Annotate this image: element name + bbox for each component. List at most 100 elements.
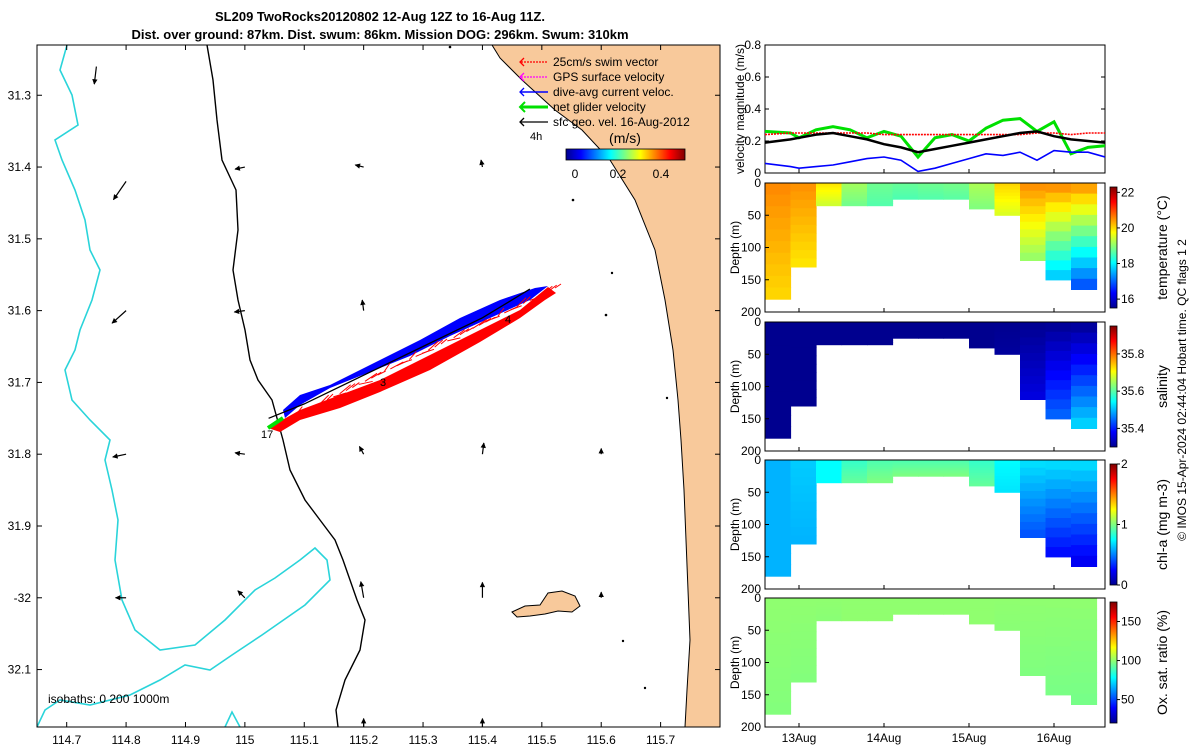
section-cell	[765, 391, 792, 404]
section-cell	[994, 344, 1021, 349]
section-cell	[1071, 661, 1098, 674]
section-cell	[1045, 527, 1072, 538]
arrow-head	[479, 159, 485, 166]
section-cell	[943, 192, 970, 195]
section-cell	[841, 473, 868, 477]
velocity-ylabel: velocity magnitude (m/s)	[733, 44, 747, 174]
sfc-velocity-arrow	[233, 308, 245, 315]
section-cell	[943, 464, 970, 467]
section-cell	[918, 192, 945, 195]
section-cell	[994, 601, 1021, 605]
section-cell	[892, 323, 919, 326]
section-cell	[1020, 636, 1047, 645]
section-cell	[1045, 399, 1072, 410]
section-cell	[841, 324, 868, 328]
section-cell	[765, 529, 792, 542]
map-xtick-label: 115.4	[468, 733, 497, 747]
section-cell	[1045, 370, 1072, 381]
section-cell	[994, 472, 1021, 477]
arrow-head	[111, 318, 118, 324]
depth-tick-label: 100	[741, 518, 761, 532]
section-cell	[892, 601, 919, 604]
section-cell	[1071, 396, 1098, 408]
section-cell	[790, 535, 817, 545]
section-cell	[765, 345, 792, 358]
swim-barb	[548, 284, 557, 292]
section-cell	[1020, 229, 1047, 238]
section-cell	[994, 627, 1021, 631]
section-cell	[790, 233, 817, 243]
arrow-head	[360, 299, 366, 306]
section-cell	[867, 194, 894, 198]
section-cell	[765, 667, 792, 680]
colorbar-label: salinity	[1154, 365, 1170, 408]
section-cell	[969, 195, 996, 200]
section-cell	[841, 203, 868, 207]
section-cell	[943, 322, 970, 325]
date-xtick-label: 14Aug	[867, 731, 902, 745]
section-cell	[816, 600, 843, 604]
swim-barb	[472, 319, 487, 329]
section-cell	[969, 198, 996, 202]
section-cell	[1071, 640, 1098, 652]
section-cell	[1020, 514, 1047, 523]
section-cell	[1020, 244, 1047, 254]
section-cell	[1071, 491, 1098, 504]
arrow-head	[113, 194, 119, 201]
section-cell	[943, 607, 970, 610]
map-ytick-label: 31.5	[8, 232, 32, 246]
section-cell	[969, 188, 996, 192]
section-cell	[1071, 246, 1098, 259]
section-cell	[816, 611, 843, 615]
section-cell	[1020, 506, 1047, 515]
section-cell	[943, 466, 970, 469]
legend-current-arrow	[519, 87, 525, 97]
section-cell	[969, 329, 996, 333]
map-xtick-label: 114.8	[112, 733, 141, 747]
section-cell	[943, 323, 970, 326]
colorbar-tick-label: 100	[1121, 654, 1141, 668]
section-cell	[790, 623, 817, 633]
map-ytick-label: -32	[14, 591, 32, 605]
section-cell	[1020, 667, 1047, 676]
section-cell	[816, 333, 843, 337]
section-cell	[943, 463, 970, 466]
swim-barb	[339, 384, 351, 395]
section-cell	[816, 464, 843, 468]
section-cell	[1071, 278, 1098, 290]
section-cell	[765, 690, 792, 704]
section-cell	[969, 598, 996, 602]
section-cell	[841, 342, 868, 346]
section-cell	[867, 460, 894, 463]
section-cell	[943, 331, 970, 334]
section-cell	[943, 472, 970, 476]
section-cell	[765, 356, 792, 369]
day-label-17: 17	[261, 429, 273, 441]
sfc-velocity-arrow	[358, 445, 365, 455]
section-cell	[943, 326, 970, 329]
velocity-frame	[764, 44, 1106, 174]
section-cell	[1071, 481, 1098, 493]
map-xtick-label: 115.6	[587, 733, 616, 747]
section-cell	[790, 208, 817, 218]
section-cell	[1071, 385, 1098, 398]
sfc-velocity-arrows	[92, 66, 604, 727]
swim-barb	[383, 362, 391, 373]
section-cell	[1045, 460, 1072, 471]
section-cell	[816, 194, 843, 198]
section-colorbar	[1109, 186, 1118, 309]
section-cell	[790, 338, 817, 348]
section-cell	[994, 482, 1021, 487]
section-cell	[790, 224, 817, 234]
section-cell	[1045, 389, 1072, 400]
section-cell	[1020, 368, 1047, 377]
vel-series-swim-vector	[765, 132, 1105, 136]
section-cell	[892, 604, 919, 607]
net-velocity-start	[266, 416, 285, 430]
section-cell	[790, 648, 817, 658]
isobath-200m	[206, 45, 366, 727]
swim-barb	[421, 348, 435, 354]
legend-gps-arrow	[519, 72, 525, 82]
sfc-velocity-arrow	[114, 595, 127, 601]
legend-gps: GPS surface velocity	[553, 70, 664, 84]
